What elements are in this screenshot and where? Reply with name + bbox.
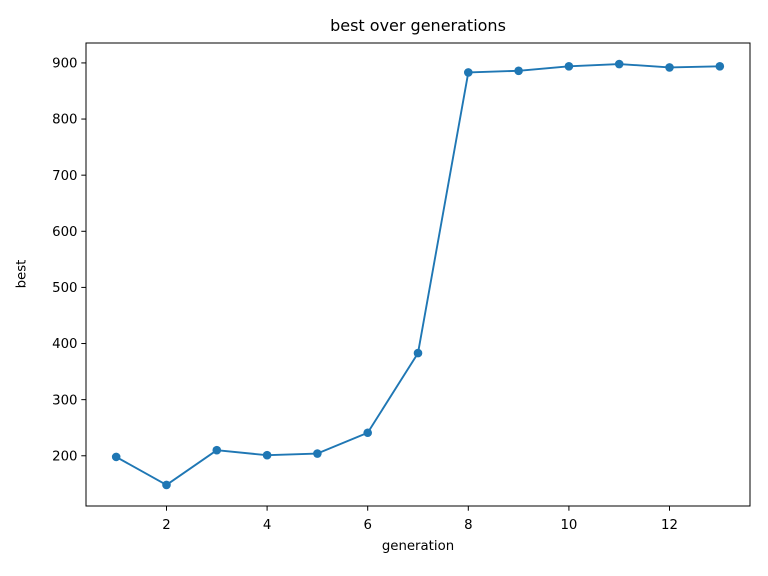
chart-title: best over generations — [330, 16, 506, 35]
y-tick-label: 800 — [52, 113, 77, 128]
y-tick-label: 300 — [52, 393, 77, 408]
data-point — [313, 449, 322, 458]
y-tick-label: 700 — [52, 169, 77, 184]
y-tick-label: 400 — [52, 337, 77, 352]
axes-frame — [85, 42, 751, 507]
data-point — [262, 450, 272, 460]
data-point — [715, 61, 725, 71]
data-point — [614, 59, 624, 69]
data-point — [413, 348, 423, 358]
x-tick-label: 12 — [661, 518, 678, 533]
x-axis-label: generation — [381, 539, 455, 554]
y-tick-label: 200 — [52, 449, 77, 464]
x-tick-label: 8 — [464, 518, 472, 533]
y-tick-label: 900 — [52, 57, 77, 72]
x-tick-label: 10 — [560, 518, 577, 533]
data-point — [514, 66, 523, 76]
y-tick-label: 600 — [52, 225, 77, 240]
data-point — [464, 68, 473, 77]
y-tick-label: 500 — [52, 281, 77, 296]
data-point — [212, 445, 222, 455]
y-axis-label: best — [14, 259, 30, 289]
data-point — [363, 428, 372, 438]
data-point — [665, 63, 674, 72]
data-point — [162, 480, 171, 490]
data-point — [111, 452, 121, 462]
data-point — [564, 61, 574, 71]
x-tick-label: 6 — [363, 518, 371, 533]
data-line — [115, 63, 721, 486]
x-tick-label: 4 — [263, 518, 271, 533]
x-tick-label: 2 — [162, 518, 170, 533]
